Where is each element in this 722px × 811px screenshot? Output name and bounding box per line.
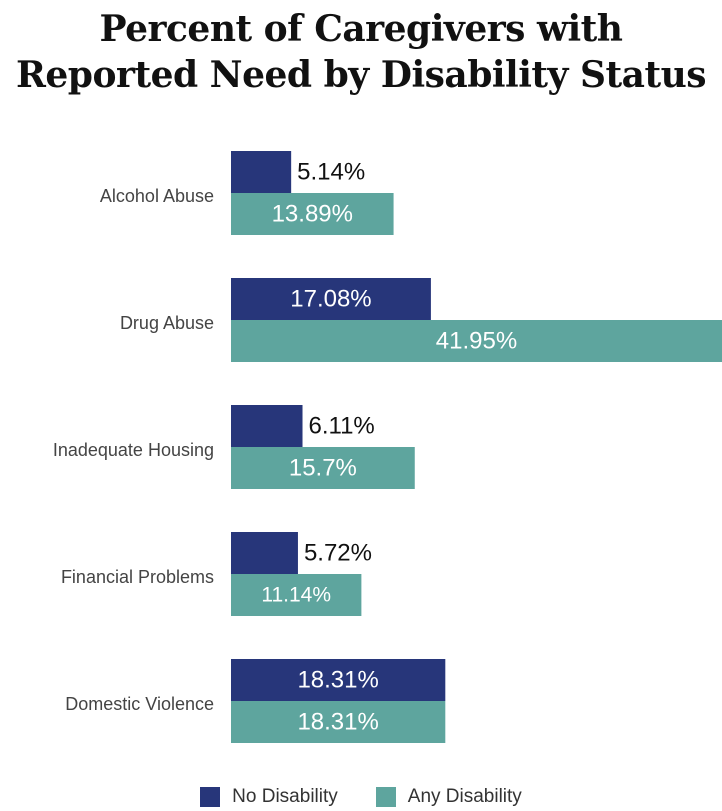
bar-no-disability-financial-problems (231, 532, 298, 574)
bars-layer: Alcohol Abuse 5.14% 13.89% Drug Abuse 17.08%… (53, 151, 722, 743)
category-label-inadequate-housing: Inadequate Housing (53, 440, 214, 460)
legend-label-no-disability: No Disability (232, 786, 338, 807)
legend-swatch-any-disability (375, 787, 396, 807)
bar-no-disability-inadequate-housing (231, 405, 303, 447)
bar-no-disability-drug-abuse (231, 278, 431, 320)
chart-title-line-1: Percent of Caregivers with (99, 8, 623, 50)
bar-no-disability-alcohol-abuse (231, 151, 292, 193)
bar-chart: Alcohol Abuse 5.14% 13.89% Drug Abuse 17.08%… (53, 151, 722, 743)
data-label-no-disability-drug-abuse: 17.08% (290, 285, 371, 312)
category-label-domestic-violence: Domestic Violence (65, 694, 214, 714)
chart-title-line-2: Reported Need by Disability Status (15, 54, 707, 96)
chart-title: Percent of Caregivers with Reported Need… (0, 6, 722, 98)
data-label-no-disability-domestic-violence: 18.31% (297, 666, 378, 693)
bar-any-disability-financial-problems (231, 574, 362, 616)
category-label-drug-abuse: Drug Abuse (120, 313, 214, 333)
bar-any-disability-domestic-violence (231, 701, 446, 743)
data-label-any-disability-alcohol-abuse: 13.89% (272, 200, 353, 227)
data-label-any-disability-financial-problems: 11.14% (261, 584, 331, 607)
chart-legend: No Disability Any Disability (0, 786, 722, 808)
data-label-any-disability-drug-abuse: 41.95% (436, 327, 517, 354)
data-label-no-disability-financial-problems: 5.72% (304, 539, 372, 566)
bar-any-disability-alcohol-abuse (231, 193, 394, 235)
legend-swatch-no-disability (200, 787, 221, 807)
data-label-no-disability-inadequate-housing: 6.11% (309, 412, 375, 439)
data-label-any-disability-domestic-violence: 18.31% (297, 708, 378, 735)
legend-item-any-disability: Any Disability (375, 786, 522, 808)
bar-any-disability-inadequate-housing (231, 447, 415, 489)
category-label-alcohol-abuse: Alcohol Abuse (100, 186, 214, 206)
bar-no-disability-domestic-violence (231, 659, 446, 701)
legend-label-any-disability: Any Disability (407, 786, 522, 807)
bar-any-disability-drug-abuse (231, 320, 722, 362)
data-label-no-disability-alcohol-abuse: 5.14% (297, 158, 365, 185)
category-label-financial-problems: Financial Problems (61, 567, 214, 587)
data-label-any-disability-inadequate-housing: 15.7% (289, 454, 357, 481)
legend-item-no-disability: No Disability (200, 786, 338, 808)
